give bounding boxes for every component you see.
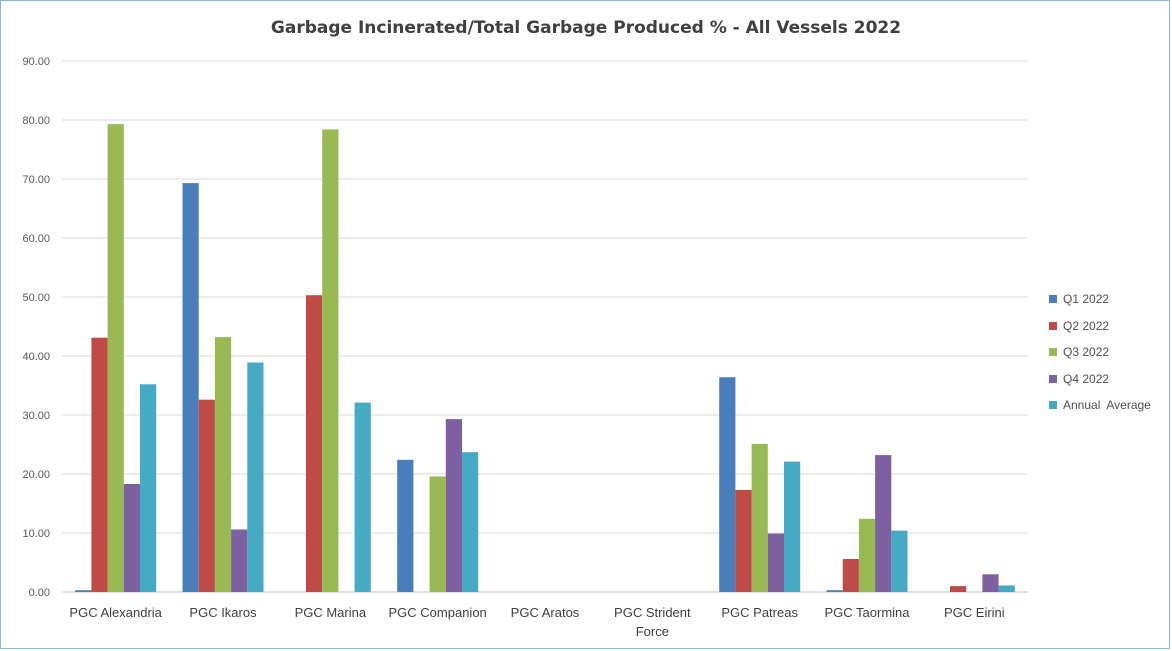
legend-item: Annual Average: [1049, 392, 1151, 419]
bar: [445, 419, 462, 592]
y-tick-label: 40.00: [22, 351, 50, 363]
legend-swatch: [1049, 374, 1057, 383]
bar: [826, 590, 843, 592]
legend-item: Q2 2022: [1049, 313, 1151, 340]
bar: [719, 377, 736, 592]
legend-label: Q2 2022: [1063, 318, 1110, 333]
bar: [751, 443, 768, 592]
legend-swatch: [1049, 295, 1057, 304]
x-tick-label: PGC Companion: [389, 605, 487, 620]
bar: [891, 530, 908, 592]
x-tick-label: PGC Taormina: [824, 605, 910, 620]
y-tick-label: 10.00: [22, 528, 50, 540]
bar: [875, 455, 892, 592]
x-tick-label: PGC Aratos: [511, 605, 580, 620]
chart-title: Garbage Incinerated/Total Garbage Produc…: [270, 18, 902, 38]
bar: [91, 337, 108, 592]
x-tick-label: PGC Strident Force: [614, 605, 691, 639]
bar: [950, 586, 967, 592]
bar: [735, 489, 752, 592]
x-tick-label: PGC Marina: [295, 605, 367, 620]
legend-label: Q4 2022: [1063, 371, 1110, 386]
y-tick-label: 70.00: [22, 174, 50, 186]
legend-label: Annual Average: [1063, 398, 1151, 413]
bar: [214, 337, 232, 592]
bar: [767, 533, 784, 592]
y-tick-label: 30.00: [22, 410, 50, 422]
bar: [198, 399, 215, 592]
bar: [354, 402, 371, 592]
bar: [306, 295, 323, 592]
x-tick-label: PGC Patreas: [721, 605, 798, 620]
legend-label: Q1 2022: [1063, 292, 1110, 307]
bar: [858, 518, 876, 592]
bar: [107, 124, 124, 592]
bar: [784, 461, 801, 592]
bar: [322, 129, 339, 592]
bar: [123, 484, 140, 592]
bar: [982, 574, 999, 592]
x-tick-label: PGC Ikaros: [189, 605, 257, 620]
bar: [842, 559, 859, 592]
legend-swatch: [1049, 348, 1057, 357]
legend-label: Q3 2022: [1063, 345, 1110, 360]
y-tick-label: 80.00: [22, 115, 50, 127]
bar: [247, 362, 264, 592]
bar: [182, 183, 199, 592]
legend-swatch: [1049, 321, 1057, 330]
bars: [75, 124, 1015, 592]
bar: [429, 476, 446, 592]
bar: [397, 459, 414, 592]
y-tick-label: 60.00: [22, 233, 50, 245]
y-tick-label: 20.00: [22, 469, 50, 481]
legend: Q1 2022 Q2 2022 Q3 2022 Q4 2022 Annual Avera…: [1049, 286, 1151, 419]
bar: [140, 384, 157, 592]
x-axis-labels: PGC Alexandria PGC Ikaros PGC Marina PGC Co…: [69, 605, 1004, 639]
legend-item: Q3 2022: [1049, 339, 1151, 366]
bar: [998, 585, 1015, 592]
x-tick-label: PGC Eirini: [944, 605, 1005, 620]
x-tick-label: PGC Alexandria: [69, 605, 162, 620]
bar: [231, 529, 248, 592]
legend-item: Q1 2022: [1049, 286, 1151, 313]
y-tick-label: 90.00: [22, 56, 50, 68]
legend-swatch: [1049, 401, 1057, 410]
y-axis-labels: 0.00 10.00 20.00 30.00 40.00 50.00 60.00 70.00 8…: [22, 56, 50, 599]
y-tick-label: 0.00: [29, 587, 50, 599]
bar: [462, 452, 479, 592]
y-tick-label: 50.00: [22, 292, 50, 304]
bar: [75, 590, 92, 592]
legend-item: Q4 2022: [1049, 366, 1151, 393]
